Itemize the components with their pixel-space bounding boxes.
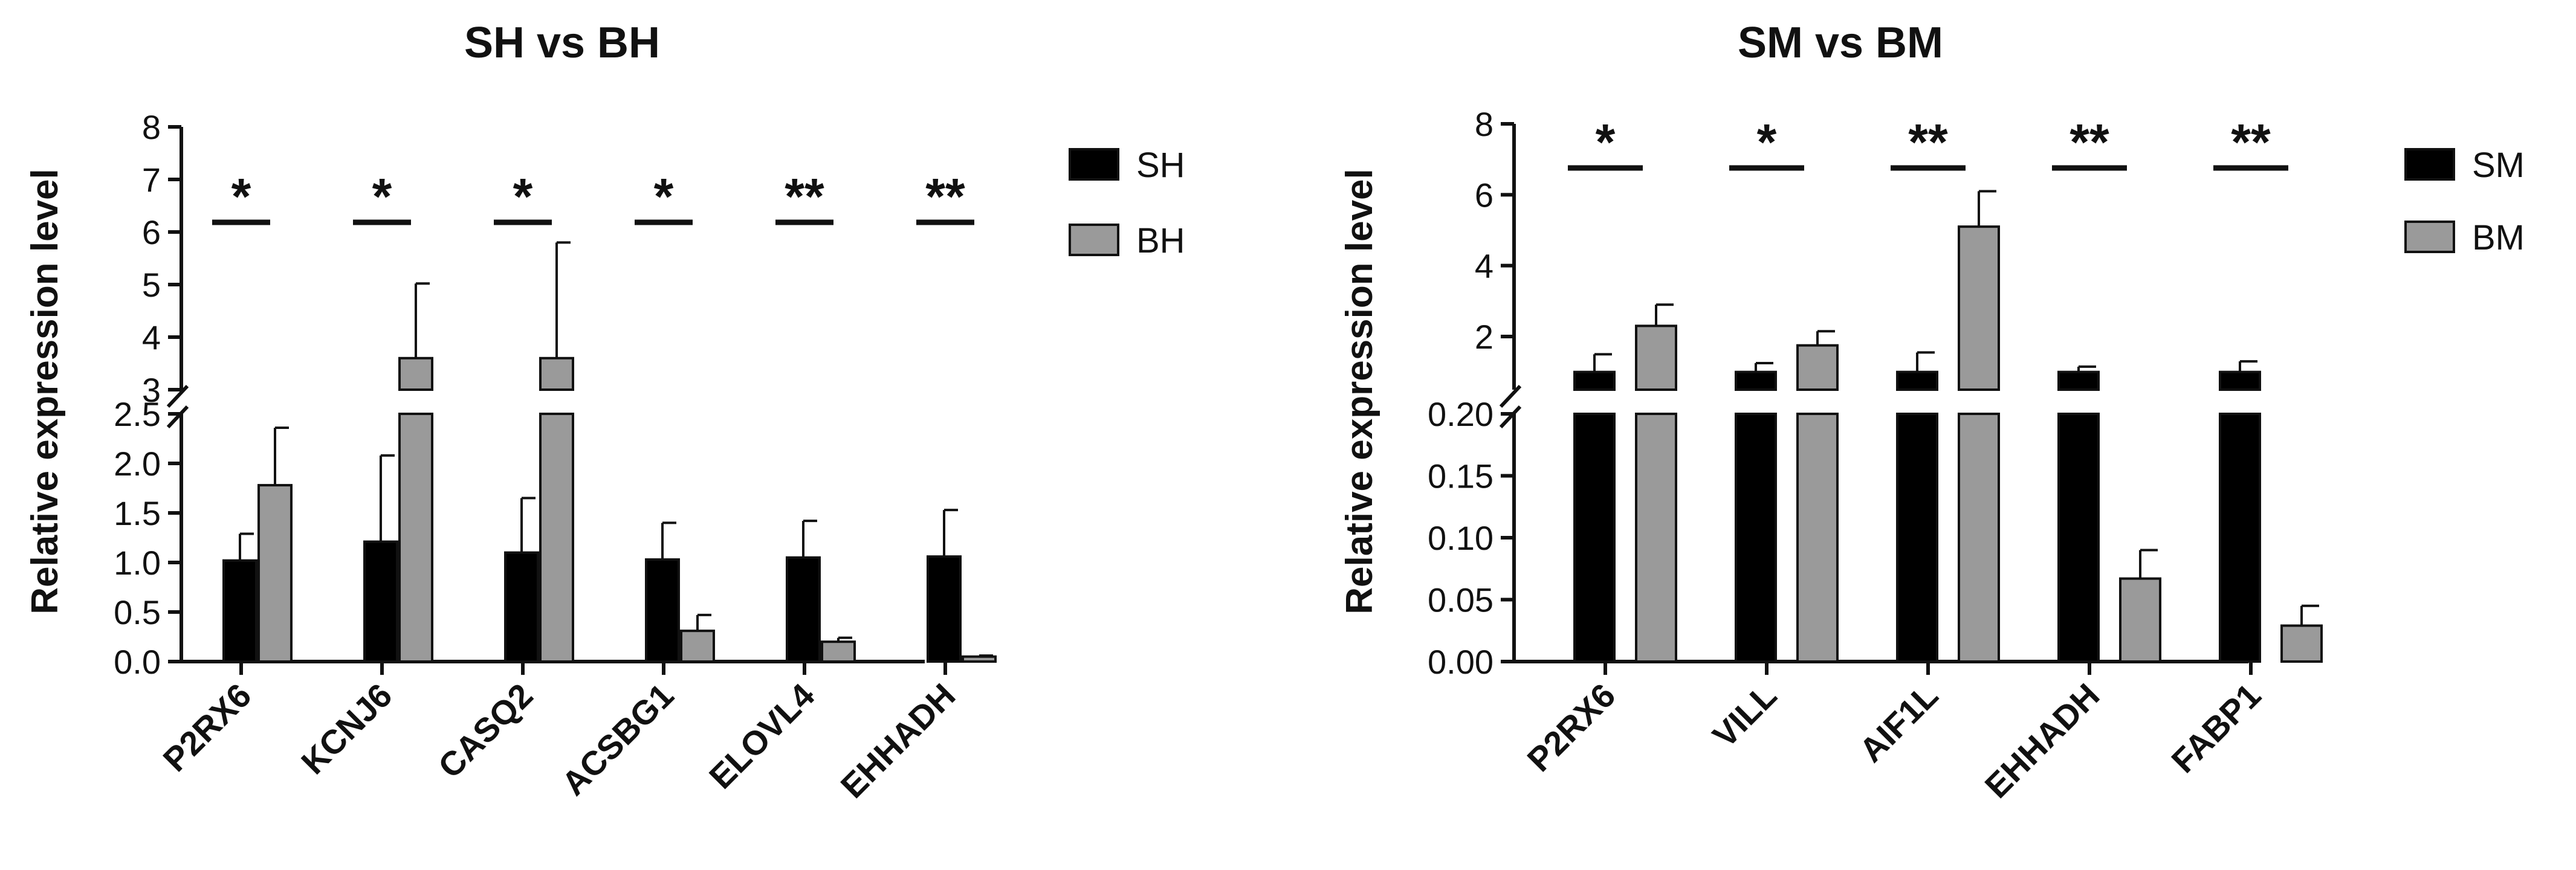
chart-title: SH vs BH bbox=[464, 19, 660, 67]
chart-panel-2: SM vs BM Relative expression level 0.00 0.0… bbox=[1339, 19, 2525, 805]
significance-label: * bbox=[1596, 114, 1616, 170]
bar-bm-upper bbox=[1796, 344, 1839, 392]
y-tick-label: 0.10 bbox=[1428, 519, 1493, 557]
x-tick-label: P2RX6 bbox=[155, 676, 258, 779]
bar-bh bbox=[539, 413, 574, 663]
y-tick-label: 0.5 bbox=[114, 593, 161, 631]
y-tick-label: 5 bbox=[142, 266, 161, 304]
bar-bm bbox=[1635, 413, 1677, 663]
x-tick-label: EHHADH bbox=[1978, 676, 2107, 805]
bar-sm-upper bbox=[2057, 370, 2100, 392]
y-tick-label: 2.0 bbox=[114, 445, 161, 483]
axis-break-mark bbox=[166, 405, 189, 429]
bar-sm-upper bbox=[1896, 370, 1938, 392]
y-axis-label: Relative expression level bbox=[24, 169, 66, 614]
bar-bm-upper bbox=[1635, 324, 1677, 392]
bar-sh bbox=[645, 558, 680, 663]
bar-sh bbox=[927, 555, 962, 663]
bar-bm bbox=[1958, 413, 2000, 663]
bar-sm bbox=[1896, 413, 1938, 663]
significance-label: ** bbox=[925, 168, 965, 225]
x-tick-label: P2RX6 bbox=[1519, 676, 1622, 779]
significance-label: ** bbox=[2231, 114, 2271, 170]
x-tick-label: FABP1 bbox=[2164, 676, 2268, 780]
significance-label: * bbox=[231, 168, 251, 225]
y-tick-label: 8 bbox=[142, 108, 161, 146]
significance-label: * bbox=[1757, 114, 1777, 170]
y-tick-label: 6 bbox=[1475, 176, 1493, 214]
legend-swatch-bm bbox=[2404, 221, 2455, 253]
chart-title: SM vs BM bbox=[1738, 19, 1943, 67]
axis-break-mark bbox=[1499, 384, 1522, 408]
x-tick-label: KCNJ6 bbox=[294, 676, 399, 781]
axis-break-mark bbox=[1499, 405, 1522, 429]
significance-label: ** bbox=[1908, 114, 1948, 170]
y-tick-label: 4 bbox=[142, 318, 161, 356]
y-axis-label: Relative expression level bbox=[1339, 169, 1380, 614]
x-tick-label: CASQ2 bbox=[431, 676, 540, 785]
y-tick-label: 0.00 bbox=[1428, 643, 1493, 681]
bar-bm bbox=[1796, 413, 1839, 663]
y-tick-label: 4 bbox=[1475, 247, 1493, 285]
y-tick-label: 7 bbox=[142, 161, 161, 199]
bar-sm bbox=[2219, 413, 2261, 663]
bar-sm-upper bbox=[1735, 370, 1777, 392]
bar-sm bbox=[1735, 413, 1777, 663]
bar-sm bbox=[2057, 413, 2100, 663]
bar-bm-upper bbox=[1958, 225, 2000, 391]
y-tick-label: 1.5 bbox=[114, 494, 161, 532]
legend-label: BM bbox=[2472, 218, 2525, 257]
y-tick-label: 2 bbox=[1475, 318, 1493, 356]
legend-label: SH bbox=[1136, 146, 1185, 185]
bar-bh bbox=[821, 640, 856, 663]
bar-sh bbox=[222, 559, 257, 663]
bar-bh bbox=[962, 655, 997, 663]
x-tick-label: VILL bbox=[1705, 676, 1784, 755]
legend-swatch-bh bbox=[1069, 224, 1119, 256]
bar-sh bbox=[786, 556, 821, 663]
y-tick-label: 1.0 bbox=[114, 544, 161, 582]
legend-swatch-sh bbox=[1069, 148, 1119, 181]
y-tick-label: 8 bbox=[1475, 105, 1493, 143]
y-tick-label: 0.05 bbox=[1428, 581, 1493, 619]
y-tick-label: 0.15 bbox=[1428, 457, 1493, 495]
bar-bh-upper bbox=[539, 356, 574, 391]
x-tick-label: ACSBG1 bbox=[554, 676, 681, 803]
bar-bh bbox=[257, 484, 293, 663]
significance-label: * bbox=[654, 168, 674, 225]
significance-label: * bbox=[513, 168, 533, 225]
bar-sh bbox=[363, 540, 398, 663]
bar-sh bbox=[504, 551, 539, 663]
legend-label: BH bbox=[1136, 221, 1185, 260]
axis-break-mark bbox=[166, 384, 189, 408]
y-tick-label: 2.5 bbox=[114, 395, 161, 433]
bar-bh bbox=[398, 413, 433, 663]
legend-label: SM bbox=[2472, 146, 2525, 185]
significance-label: ** bbox=[2070, 114, 2109, 170]
y-tick-label: 0.0 bbox=[114, 643, 161, 681]
legend-swatch-sm bbox=[2404, 148, 2455, 181]
chart-panel-1: SH vs BH Relative expression level 0.0 0.5 1… bbox=[24, 19, 1185, 805]
significance-label: ** bbox=[785, 168, 824, 225]
y-tick-label: 3 bbox=[142, 371, 161, 409]
bar-bm bbox=[2280, 624, 2323, 663]
bar-bh-upper bbox=[398, 356, 433, 391]
significance-label: * bbox=[372, 168, 392, 225]
x-tick-label: AIF1L bbox=[1852, 676, 1946, 770]
bar-sm-upper bbox=[1573, 370, 1616, 392]
bar-bh bbox=[680, 630, 715, 663]
bar-sm-upper bbox=[2219, 370, 2261, 392]
bar-sm bbox=[1573, 413, 1616, 663]
x-tick-label: ELOVL4 bbox=[702, 676, 822, 796]
x-tick-label: EHHADH bbox=[833, 676, 963, 805]
y-tick-label: 6 bbox=[142, 213, 161, 251]
bar-bm bbox=[2119, 577, 2161, 663]
y-tick-label: 0.20 bbox=[1428, 395, 1493, 433]
